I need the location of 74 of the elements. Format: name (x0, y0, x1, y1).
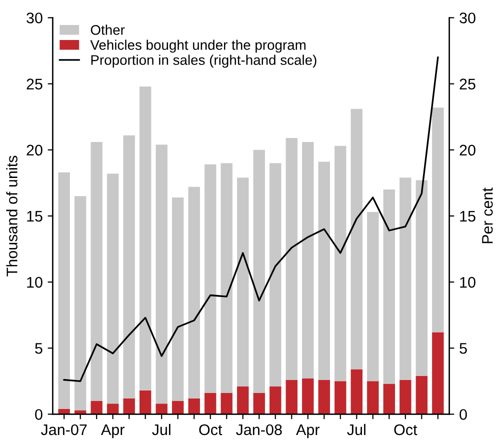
bar (318, 380, 330, 414)
y-axis-title: Thousand of units (6, 156, 18, 276)
bar (416, 376, 428, 414)
y-tick-label: 25 (26, 78, 42, 90)
y2-tick-label: 30 (460, 12, 476, 24)
bar (140, 390, 152, 414)
x-tick-label: Jul (347, 424, 366, 436)
bar (432, 332, 444, 414)
x-tick-label: Oct (199, 424, 222, 436)
bar (123, 398, 135, 414)
legend-label: Vehicles bought under the program (90, 40, 306, 53)
x-tick-label: Jan-08 (236, 424, 282, 436)
x-tick-label: Jul (152, 424, 170, 436)
bar (58, 172, 70, 409)
legend-label: Proportion in sales (right-hand scale) (91, 54, 316, 68)
bar (270, 386, 282, 414)
bar (123, 135, 135, 398)
y-tick-label: 15 (27, 210, 42, 222)
x-tick-label: Oct (394, 424, 418, 436)
bar (237, 386, 249, 414)
x-tick-label: Jan-07 (40, 424, 87, 436)
y2-tick-label: 20 (460, 144, 476, 156)
bar (302, 378, 314, 414)
bar (286, 138, 298, 380)
y-tick-label: 0 (35, 409, 42, 420)
y-tick-label: 30 (26, 12, 42, 24)
y2-tick-label: 15 (460, 210, 476, 222)
bar (318, 162, 330, 380)
legend-label: Other (90, 24, 125, 35)
bar (172, 197, 184, 401)
bar (367, 212, 379, 382)
bar (432, 108, 444, 332)
y2-tick-label: 0 (460, 409, 467, 420)
bar (204, 164, 216, 394)
bar (334, 146, 346, 382)
bar (383, 190, 396, 384)
bar (253, 150, 265, 394)
bar (383, 384, 396, 414)
bar (350, 369, 362, 414)
x-tick-label: Apr (296, 424, 320, 438)
y2-tick-label: 25 (460, 78, 476, 90)
y2-tick-label: 5 (460, 343, 467, 354)
bar (367, 381, 379, 414)
bar (220, 163, 232, 394)
x-tick-label: Apr (100, 424, 124, 438)
bar (90, 142, 102, 401)
y-tick-label: 5 (35, 343, 42, 354)
y2-axis-title: Per cent (482, 188, 493, 244)
bar (253, 393, 265, 414)
bar (106, 404, 119, 414)
bar (350, 108, 362, 370)
bar (172, 400, 184, 414)
bar (270, 163, 282, 386)
bar (204, 393, 216, 414)
bar (400, 380, 412, 414)
bar (188, 398, 200, 414)
bar (74, 196, 86, 410)
y-tick-label: 10 (27, 276, 42, 288)
bar (302, 142, 314, 379)
bar (156, 404, 168, 414)
bar (400, 178, 412, 380)
line-series (63, 56, 439, 382)
bar (90, 400, 102, 414)
bar (188, 186, 200, 398)
bar (286, 380, 298, 414)
bar (237, 178, 249, 386)
y2-tick-label: 10 (460, 276, 476, 288)
bar (416, 180, 428, 376)
bar (220, 393, 232, 414)
bar (334, 381, 346, 414)
y-tick-label: 20 (26, 144, 42, 156)
bar (140, 86, 152, 390)
bar (156, 144, 168, 404)
bar (106, 174, 119, 404)
